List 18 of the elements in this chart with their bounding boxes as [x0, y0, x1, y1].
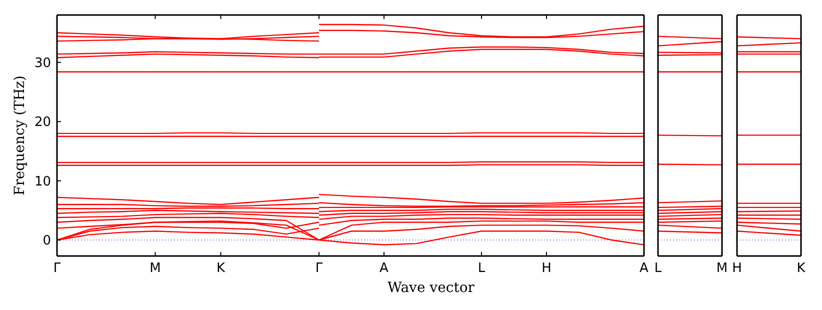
x-tick-label: M: [716, 261, 728, 276]
x-tick-label: H: [732, 261, 742, 276]
y-tick-label: 30: [34, 56, 51, 71]
x-tick-label: Γ: [315, 261, 324, 276]
x-tick-label: K: [216, 261, 226, 276]
x-tick-label: A: [640, 261, 649, 276]
x-tick-label: Γ: [53, 261, 62, 276]
x-axis-title: Wave vector: [388, 280, 475, 296]
x-tick-label: K: [796, 261, 806, 276]
x-tick-label: L: [478, 261, 486, 276]
y-tick-label: 20: [34, 115, 51, 130]
y-axis-title: Frequency (THz): [12, 75, 28, 196]
x-tick-label: H: [542, 261, 552, 276]
x-tick-label: M: [150, 261, 161, 276]
y-tick-label: 0: [42, 234, 51, 249]
y-tick-label: 10: [34, 174, 51, 190]
x-tick-label: A: [380, 261, 389, 276]
x-tick-label: L: [654, 261, 662, 276]
